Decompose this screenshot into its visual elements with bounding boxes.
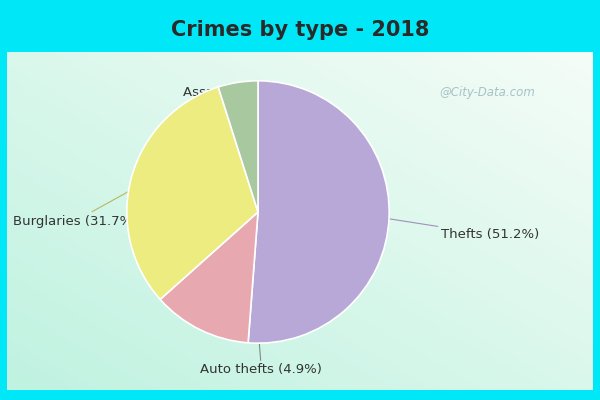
Text: @City-Data.com: @City-Data.com [439,86,535,99]
Wedge shape [248,81,389,343]
Text: Auto thefts (4.9%): Auto thefts (4.9%) [200,98,322,376]
Text: Burglaries (31.7%): Burglaries (31.7%) [13,182,146,228]
Wedge shape [160,212,258,343]
Wedge shape [218,81,258,212]
Text: Crimes by type - 2018: Crimes by type - 2018 [171,20,429,40]
Text: Thefts (51.2%): Thefts (51.2%) [373,216,539,241]
Wedge shape [127,87,258,299]
Text: Assaults (12.2%): Assaults (12.2%) [183,86,295,316]
